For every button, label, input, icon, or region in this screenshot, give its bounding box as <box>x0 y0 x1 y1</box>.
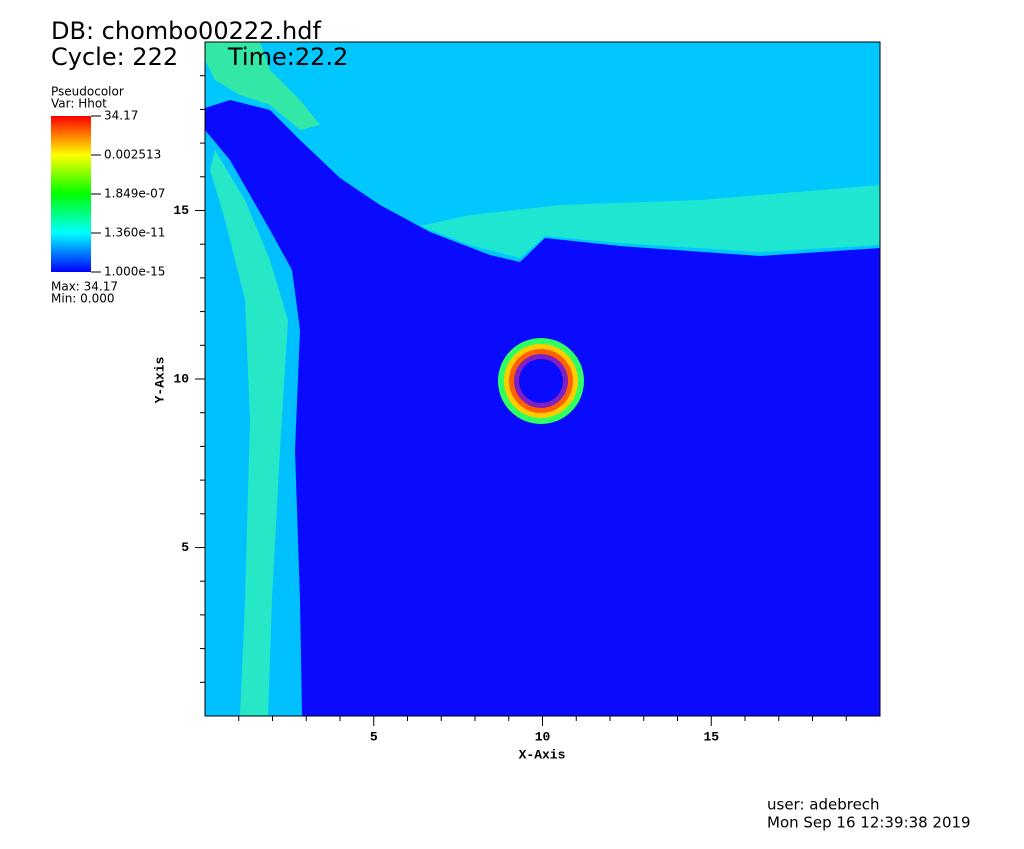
cycle-label: Cycle: 222 <box>51 43 178 71</box>
colorbar-tick-label: 0.002513 <box>104 148 161 162</box>
max-label: Max: 34.17 <box>51 280 118 294</box>
plot-label: Pseudocolor <box>51 85 124 99</box>
colorbar <box>51 116 91 272</box>
y-tick-label: 5 <box>181 540 189 555</box>
y-tick-label: 10 <box>173 371 189 386</box>
colorbar-tick-label: 1.360e-11 <box>104 225 165 239</box>
x-tick-label: 10 <box>535 729 551 744</box>
user-label: user: adebrech <box>767 796 880 814</box>
colorbar-tick-label: 34.17 <box>104 109 138 123</box>
x-tick-label: 5 <box>370 729 378 744</box>
db-label: DB: chombo00222.hdf <box>51 17 321 45</box>
x-axis-label: X-Axis <box>519 747 566 762</box>
x-tick-label: 15 <box>703 729 719 744</box>
date-label: Mon Sep 16 12:39:38 2019 <box>767 814 971 832</box>
field-image <box>205 42 880 716</box>
var-label: Var: Hhot <box>51 97 107 111</box>
min-label: Min: 0.000 <box>51 292 115 306</box>
colorbar-tick-label: 1.849e-07 <box>104 186 165 200</box>
y-tick-label: 15 <box>173 203 189 218</box>
colorbar-tick-label: 1.000e-15 <box>104 265 165 279</box>
y-axis-label: Y-Axis <box>152 356 167 403</box>
time-label: Time:22.2 <box>227 43 348 71</box>
